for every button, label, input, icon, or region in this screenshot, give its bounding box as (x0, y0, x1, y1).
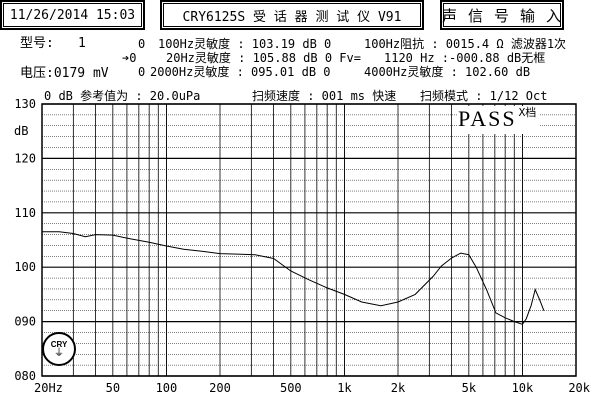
channel-prefix-1: 0 (138, 37, 146, 51)
pass-badge: PASS X档 (458, 106, 540, 134)
sweep-speed: 扫频速度 : 001 ms 快速 (252, 89, 397, 103)
impedance-100hz: 100Hz阻抗 : 0015.4 Ω 滤波器1次 (364, 37, 567, 51)
reference-level: 0 dB 参考值为 : 20.0uPa (44, 89, 201, 103)
pass-suffix: X档 (518, 106, 537, 119)
signal-input-label: 声 信 号 输 入 (441, 6, 563, 25)
fv-readout: 1120 Hz :-000.88 dB无框 (384, 51, 546, 65)
y-tick-label: 080 (14, 369, 36, 383)
voltage-readout: 电压:0179 mV (20, 66, 109, 81)
cry-logo-mark: ⏚ (54, 347, 64, 359)
y-axis-unit: dB (14, 124, 28, 138)
y-tick-label: 120 (14, 151, 36, 165)
channel-selected-arrow[interactable]: ➔0 (122, 51, 137, 65)
pass-text: PASS (458, 106, 517, 131)
model-value: 1 (78, 36, 86, 51)
x-tick-label: 5k (462, 381, 477, 395)
x-tick-label: 500 (280, 381, 302, 395)
y-tick-label: 100 (14, 260, 36, 274)
x-tick-label: 10k (512, 381, 534, 395)
y-tick-label: 130 (14, 97, 36, 111)
channel-prefix-3: 0 (138, 65, 146, 79)
x-tick-label: 50 (106, 381, 120, 395)
model-label: 型号: (20, 36, 54, 51)
device-title-display: CRY6125S 受 话 器 测 试 仪 V91 (160, 0, 424, 30)
cry-logo-text: CRY (50, 339, 68, 349)
x-tick-label: 100 (156, 381, 178, 395)
y-tick-label: 110 (14, 206, 36, 220)
plot-frame (41, 103, 577, 377)
sweep-mode: 扫频模式 : 1/12 Oct (420, 89, 548, 103)
sensitivity-100hz: 100Hz灵敏度 : 103.19 dB 0 (158, 37, 332, 51)
x-tick-label: 1k (337, 381, 352, 395)
datetime-display: 11/26/2014 15:03 (0, 0, 145, 30)
response-curve (42, 231, 545, 325)
signal-input-button[interactable]: 声 信 号 输 入 (440, 0, 564, 30)
x-tick-label: 200 (209, 381, 231, 395)
sensitivity-20hz: 20Hz灵敏度 : 105.88 dB 0 Fv= (166, 51, 361, 65)
x-tick-label: 2k (391, 381, 406, 395)
x-tick-label: 20Hz (34, 381, 63, 395)
sensitivity-4000hz: 4000Hz灵敏度 : 102.60 dB (364, 65, 531, 79)
datetime-text: 11/26/2014 15:03 (9, 7, 136, 23)
x-tick-label: 20k (568, 381, 590, 395)
y-tick-label: 090 (14, 315, 36, 329)
sensitivity-2000hz: 2000Hz灵敏度 : 095.01 dB 0 (150, 65, 331, 79)
device-title-text: CRY6125S 受 话 器 测 试 仪 V91 (182, 9, 402, 25)
cry-logo: CRY ⏚ (42, 332, 76, 366)
